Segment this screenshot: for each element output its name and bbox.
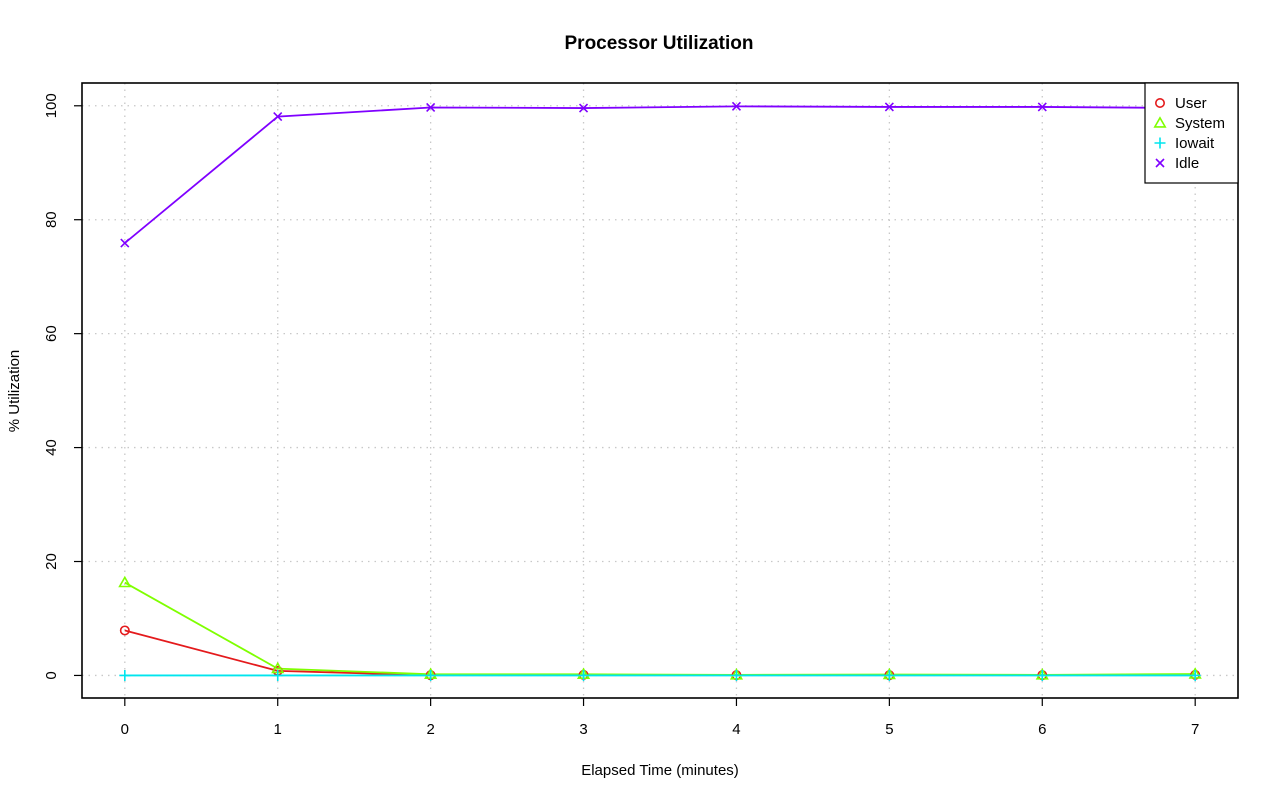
- legend-marker-idle: [1155, 158, 1165, 168]
- y-tick-label-1: 20: [43, 553, 60, 570]
- x-tick-label-3: 3: [579, 721, 587, 738]
- series-line-system: [124, 581, 1196, 676]
- legend: User System Iowait Idle: [1144, 82, 1239, 184]
- data-point-idle-5: [884, 102, 894, 112]
- grid-lines: [82, 83, 1238, 698]
- y-axis-label: % Utilization: [6, 350, 23, 433]
- x-axis-label: Elapsed Time (minutes): [581, 762, 739, 779]
- data-point-idle-6: [1037, 102, 1047, 112]
- plot-frame: [81, 82, 1239, 699]
- y-tick-label-2: 40: [43, 439, 60, 456]
- data-point-iowait-5: [883, 669, 895, 681]
- x-tick-label-5: 5: [885, 721, 893, 738]
- x-tick-label-4: 4: [732, 721, 740, 738]
- data-point-iowait-0: [119, 669, 131, 681]
- data-point-system-0: [118, 575, 132, 588]
- series-lines: [124, 105, 1196, 677]
- data-point-user-0: [119, 625, 130, 636]
- x-tick-label-7: 7: [1191, 721, 1199, 738]
- x-tick-label-1: 1: [274, 721, 282, 738]
- data-point-iowait-3: [578, 669, 590, 681]
- chart-title: Processor Utilization: [565, 33, 754, 54]
- data-point-iowait-2: [425, 669, 437, 681]
- data-point-iowait-1: [272, 669, 284, 681]
- y-axis: 0 20 40 60 80 100: [43, 93, 82, 680]
- legend-label-user: User: [1175, 95, 1207, 112]
- data-point-idle-0: [120, 238, 130, 248]
- y-tick-label-4: 80: [43, 211, 60, 228]
- legend-marker-user: [1155, 98, 1166, 109]
- data-point-iowait-6: [1036, 669, 1048, 681]
- x-tick-label-2: 2: [426, 721, 434, 738]
- legend-box: [1144, 82, 1239, 184]
- x-tick-label-6: 6: [1038, 721, 1046, 738]
- series-line-idle: [124, 105, 1196, 244]
- data-point-idle-1: [273, 112, 283, 122]
- series-markers: [118, 101, 1202, 681]
- data-point-iowait-4: [730, 669, 742, 681]
- data-point-idle-3: [578, 103, 589, 113]
- legend-label-iowait: Iowait: [1175, 135, 1215, 152]
- legend-marker-system: [1153, 116, 1167, 128]
- x-tick-label-0: 0: [121, 721, 129, 738]
- data-point-idle-4: [731, 101, 742, 111]
- y-tick-label-0: 0: [43, 671, 60, 679]
- legend-marker-iowait: [1154, 137, 1166, 149]
- data-point-idle-2: [426, 102, 436, 113]
- x-axis: 0 1 2 3 4 5 6 7: [121, 698, 1199, 738]
- y-tick-label-3: 60: [43, 325, 60, 342]
- y-tick-label-5: 100: [43, 93, 60, 118]
- legend-label-idle: Idle: [1175, 155, 1199, 172]
- data-point-iowait-7: [1189, 669, 1201, 681]
- legend-label-system: System: [1175, 115, 1225, 132]
